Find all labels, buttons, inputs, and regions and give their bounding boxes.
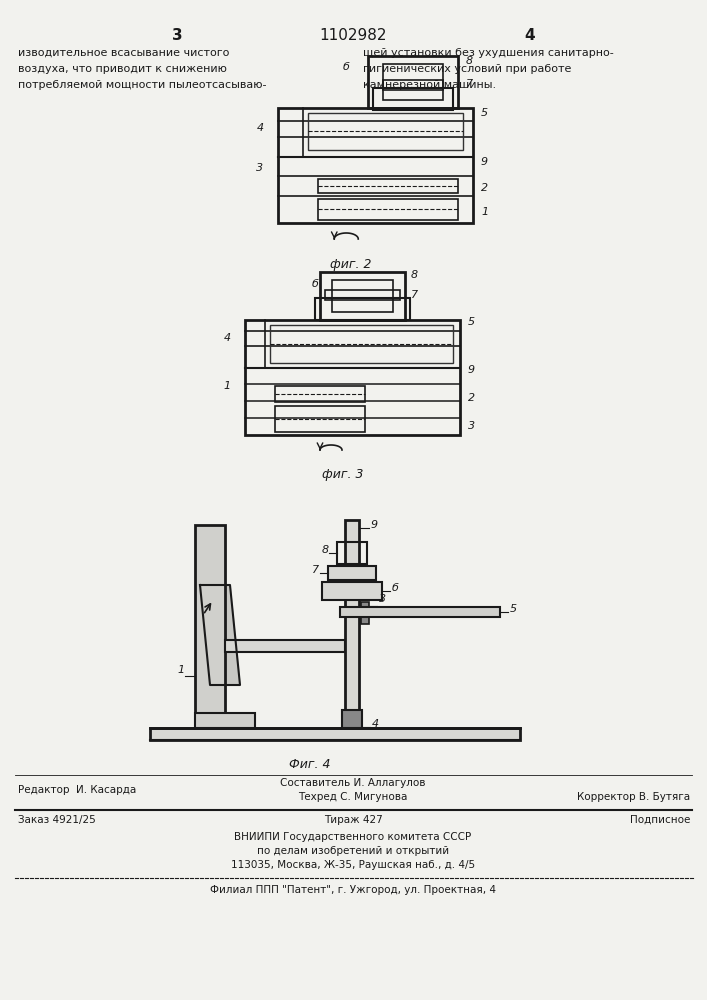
- Bar: [340, 607, 500, 617]
- Text: Редактор  И. Касарда: Редактор И. Касарда: [18, 785, 136, 795]
- Text: воздуха, что приводит к снижению: воздуха, что приводит к снижению: [18, 64, 227, 74]
- Text: 1102982: 1102982: [320, 28, 387, 43]
- Text: 4: 4: [525, 28, 535, 43]
- Bar: [383, 80, 443, 90]
- Text: Тираж 427: Тираж 427: [324, 815, 382, 825]
- Bar: [368, 56, 458, 108]
- Bar: [337, 542, 367, 564]
- Text: Техред С. Мигунова: Техред С. Мигунова: [298, 792, 408, 802]
- Text: 9: 9: [481, 157, 488, 167]
- Bar: [361, 602, 369, 610]
- Bar: [195, 713, 255, 728]
- Text: 4: 4: [257, 123, 264, 133]
- Text: 3: 3: [172, 28, 182, 43]
- Bar: [342, 710, 362, 728]
- Text: 4: 4: [223, 333, 230, 343]
- Bar: [150, 728, 520, 740]
- Bar: [345, 520, 359, 728]
- Text: 7: 7: [312, 565, 320, 575]
- Text: 1: 1: [481, 207, 488, 217]
- Text: фиг. 2: фиг. 2: [330, 258, 372, 271]
- Text: по делам изобретений и открытий: по делам изобретений и открытий: [257, 846, 449, 856]
- Polygon shape: [200, 585, 240, 685]
- Bar: [328, 566, 376, 580]
- Text: 4: 4: [372, 719, 379, 729]
- Bar: [361, 616, 369, 624]
- Text: б: б: [312, 279, 318, 289]
- Text: 5: 5: [481, 108, 488, 118]
- Text: 1: 1: [223, 381, 230, 391]
- Bar: [383, 64, 443, 100]
- Bar: [270, 325, 453, 363]
- Bar: [322, 582, 382, 600]
- Text: Филиал ППП "Патент", г. Ужгород, ул. Проектная, 4: Филиал ППП "Патент", г. Ужгород, ул. Про…: [210, 885, 496, 895]
- Text: изводительное всасывание чистого: изводительное всасывание чистого: [18, 48, 229, 58]
- Text: Заказ 4921/25: Заказ 4921/25: [18, 815, 95, 825]
- Bar: [278, 108, 473, 223]
- Text: 9: 9: [371, 520, 378, 530]
- Text: 9: 9: [468, 365, 475, 375]
- Bar: [318, 179, 458, 193]
- Text: Подписное: Подписное: [630, 815, 690, 825]
- Text: гигиенических условий при работе: гигиенических условий при работе: [363, 64, 571, 74]
- Text: 5: 5: [510, 604, 517, 614]
- Text: б: б: [343, 62, 349, 72]
- Text: Фиг. 4: Фиг. 4: [289, 758, 331, 771]
- Text: 3: 3: [257, 163, 264, 173]
- Text: 2: 2: [468, 393, 475, 403]
- Bar: [332, 280, 393, 312]
- Text: б: б: [392, 583, 399, 593]
- Bar: [325, 290, 400, 300]
- Text: 1: 1: [177, 665, 184, 675]
- Text: 5: 5: [468, 317, 475, 327]
- Text: камнерезной машины.: камнерезной машины.: [363, 80, 496, 90]
- Bar: [308, 113, 463, 150]
- Bar: [195, 525, 225, 728]
- Text: потребляемой мощности пылеотсасываю-: потребляемой мощности пылеотсасываю-: [18, 80, 267, 90]
- Text: ВНИИПИ Государственного комитета СССР: ВНИИПИ Государственного комитета СССР: [235, 832, 472, 842]
- Text: 2: 2: [481, 183, 488, 193]
- Bar: [315, 298, 410, 320]
- Text: 3: 3: [468, 421, 475, 431]
- Bar: [245, 320, 460, 435]
- Text: 8: 8: [411, 270, 418, 280]
- Bar: [225, 640, 345, 652]
- Text: 7: 7: [466, 79, 473, 89]
- Bar: [275, 406, 365, 432]
- Bar: [373, 88, 453, 110]
- Text: 113035, Москва, Ж-35, Раушская наб., д. 4/5: 113035, Москва, Ж-35, Раушская наб., д. …: [231, 860, 475, 870]
- Text: щей установки без ухудшения санитарно-: щей установки без ухудшения санитарно-: [363, 48, 614, 58]
- Text: Корректор В. Бутяга: Корректор В. Бутяга: [577, 792, 690, 802]
- Bar: [318, 199, 458, 220]
- Bar: [320, 272, 405, 320]
- Text: 3: 3: [379, 594, 386, 604]
- Text: Составитель И. Аллагулов: Составитель И. Аллагулов: [280, 778, 426, 788]
- Text: фиг. 3: фиг. 3: [322, 468, 363, 481]
- Bar: [275, 386, 365, 402]
- Text: 7: 7: [411, 290, 418, 300]
- Text: 8: 8: [466, 56, 473, 66]
- Text: 8: 8: [322, 545, 329, 555]
